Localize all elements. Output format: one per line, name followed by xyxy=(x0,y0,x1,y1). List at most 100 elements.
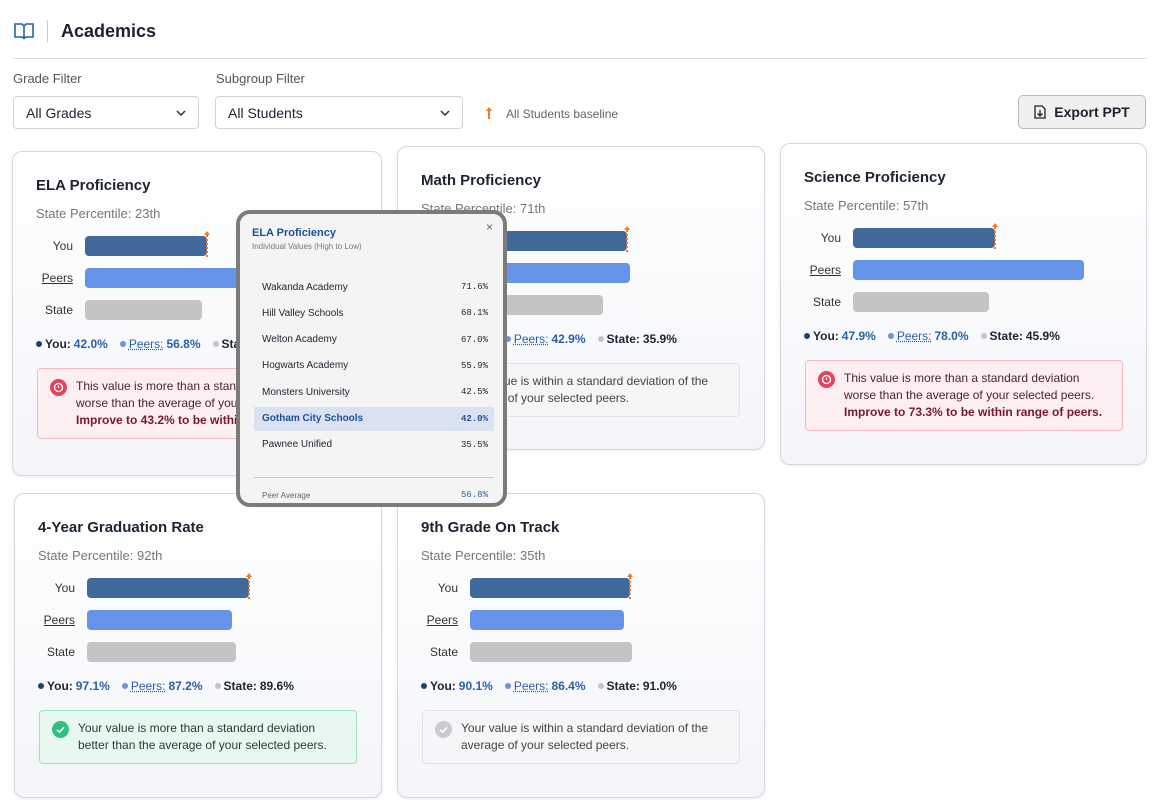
legend-value: 87.2% xyxy=(168,679,203,693)
legend-item: Peers: 78.0% xyxy=(887,329,969,343)
metric-card: 4-Year Graduation Rate State Percentile: … xyxy=(14,493,382,798)
legend-key: Peers: xyxy=(513,332,549,346)
tooltip-divider xyxy=(254,477,494,478)
row-label: State xyxy=(429,645,458,659)
baseline-marker xyxy=(203,230,211,260)
alert-text: Your value is more than a standard devia… xyxy=(78,721,327,752)
legend-dot xyxy=(597,683,604,689)
separator xyxy=(47,20,48,42)
bar xyxy=(85,268,250,288)
export-button[interactable]: Export PPT xyxy=(1018,95,1146,129)
legend-item: State: 89.6% xyxy=(214,679,294,693)
school-name: Hogwarts Academy xyxy=(262,360,349,372)
state-percentile: State Percentile: 23th xyxy=(36,206,161,221)
school-value: 35.5% xyxy=(460,439,488,450)
bar xyxy=(470,578,631,598)
subgroup-filter-label: Subgroup Filter xyxy=(216,71,305,86)
alert: Your value is within a standard deviatio… xyxy=(422,710,740,764)
bar xyxy=(87,610,233,630)
bar xyxy=(87,578,249,598)
tooltip-row: Wakanda Academy 71.6% xyxy=(254,275,494,299)
bar xyxy=(470,610,624,630)
card-title: 4-Year Graduation Rate xyxy=(38,519,204,536)
bar xyxy=(85,236,207,256)
legend-dot xyxy=(504,683,511,689)
export-label: Export PPT xyxy=(1054,104,1130,120)
baseline-marker xyxy=(623,225,631,255)
legend-value: 89.6% xyxy=(259,679,294,693)
state-percentile: State Percentile: 92th xyxy=(38,548,163,563)
chevron xyxy=(440,109,450,116)
close-button[interactable]: × xyxy=(486,220,494,234)
subgroup-select[interactable]: All Students xyxy=(215,96,463,129)
metric-card: Science Proficiency State Percentile: 57t… xyxy=(780,143,1147,465)
legend-dot xyxy=(214,683,221,689)
legend-key: Peers: xyxy=(513,679,549,693)
legend-item: You: 90.1% xyxy=(421,679,493,693)
footer-value: 56.8% xyxy=(460,490,488,500)
baseline-marker xyxy=(245,572,253,602)
legend-value: 56.8% xyxy=(166,337,201,351)
bar xyxy=(85,300,202,320)
legend-item: Peers: 56.8% xyxy=(119,337,201,351)
bar xyxy=(470,642,632,662)
grade-filter-label: Grade Filter xyxy=(13,71,82,86)
legend-value: 42.9% xyxy=(551,332,586,346)
grade-select[interactable]: All Grades xyxy=(13,96,199,129)
book-icon xyxy=(14,23,34,40)
school-name: Welton Academy xyxy=(262,334,337,346)
legend-dot xyxy=(804,333,810,339)
legend-value: 42.0% xyxy=(73,337,108,351)
chevron xyxy=(176,109,186,116)
row-label: Peers xyxy=(426,613,458,627)
legend-item: Peers: 87.2% xyxy=(121,679,203,693)
school-name: Gotham City Schools xyxy=(262,413,364,424)
card-title: 9th Grade On Track xyxy=(421,519,560,536)
legend-item: You: 47.9% xyxy=(804,329,876,343)
alert-icon xyxy=(52,721,69,738)
tooltip-row: Gotham City Schools 42.0% xyxy=(254,406,494,431)
legend-dot xyxy=(597,336,604,342)
row-label: You xyxy=(54,581,75,595)
alert-text: This value is more than a standard devia… xyxy=(844,371,1095,402)
tooltip-footer: Peer Average 56.8% xyxy=(254,483,494,507)
card-title: Math Proficiency xyxy=(421,172,542,189)
row-label: You xyxy=(52,239,73,253)
school-value: 71.6% xyxy=(460,282,488,292)
legend-item: State: 35.9% xyxy=(597,332,677,346)
legend-item: Peers: 86.4% xyxy=(504,679,586,693)
tooltip-row: Hogwarts Academy 55.9% xyxy=(254,354,494,378)
state-percentile: State Percentile: 35th xyxy=(421,548,546,563)
grade-value: All Grades xyxy=(26,104,92,121)
legend-key: State: xyxy=(606,332,640,346)
state-percentile: State Percentile: 57th xyxy=(804,198,929,213)
legend-key: You: xyxy=(47,679,73,693)
legend-key: You: xyxy=(813,329,839,343)
legend-dot xyxy=(421,683,427,689)
baseline-marker xyxy=(991,222,999,252)
alert-action: Improve to 73.3% to be within range of p… xyxy=(844,405,1103,419)
card-title: Science Proficiency xyxy=(804,169,946,186)
tooltip-title: ELA Proficiency xyxy=(252,227,336,239)
alert-text: Your value is within a standard deviatio… xyxy=(461,721,709,752)
row-label: You xyxy=(437,581,458,595)
legend-key: You: xyxy=(430,679,456,693)
row-label: State xyxy=(812,295,841,309)
footer-label: Peer Average xyxy=(262,490,311,500)
alert-icon xyxy=(818,371,835,388)
legend-dot xyxy=(38,683,44,689)
metric-card: 9th Grade On Track State Percentile: 35th… xyxy=(397,493,765,798)
legend-key: State: xyxy=(606,679,640,693)
bar xyxy=(853,228,995,248)
tooltip-row: Monsters University 42.5% xyxy=(254,380,494,404)
legend-dot xyxy=(119,341,126,347)
school-name: Monsters University xyxy=(262,386,350,398)
tooltip-row: Welton Academy 67.0% xyxy=(254,328,494,352)
legend-key: Peers: xyxy=(128,337,164,351)
school-value: 55.9% xyxy=(460,360,488,371)
page-title: Academics xyxy=(61,21,157,41)
legend-dot xyxy=(887,333,894,339)
row-label: You xyxy=(820,231,841,245)
bar xyxy=(470,231,627,251)
